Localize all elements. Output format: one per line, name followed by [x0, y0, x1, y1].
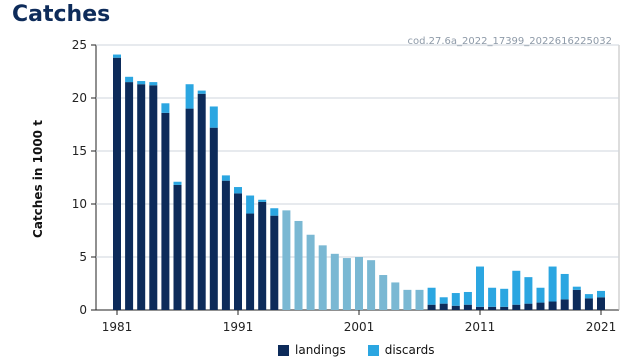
- bar-discards: [524, 277, 533, 304]
- bar-total: [379, 275, 388, 310]
- bar-total: [391, 282, 400, 310]
- bar-discards: [536, 287, 545, 303]
- bar-discards: [451, 293, 460, 306]
- bar-landings: [258, 201, 267, 310]
- bar-total: [318, 245, 327, 310]
- bar-landings: [270, 215, 279, 310]
- bar-total: [330, 253, 339, 310]
- bar-discards: [125, 76, 134, 83]
- bar-landings: [149, 85, 158, 310]
- bar-landings: [173, 184, 182, 310]
- bar-landings: [113, 57, 121, 310]
- x-tick-label: 2021: [586, 320, 617, 334]
- bar-landings: [463, 304, 472, 310]
- bar-discards: [560, 273, 569, 300]
- legend-swatch-landings: [278, 344, 289, 356]
- bar-landings: [572, 289, 581, 310]
- chart-code: cod.27.6a_2022_17399_2022616225032: [407, 36, 612, 47]
- bar-landings: [597, 297, 605, 310]
- bar-landings: [488, 306, 497, 310]
- bar-landings: [560, 299, 569, 310]
- bar-landings: [536, 302, 545, 310]
- bar-discards: [270, 208, 279, 216]
- bar-landings: [197, 93, 206, 310]
- bar-discards: [584, 294, 593, 299]
- bar-landings: [548, 301, 557, 310]
- legend-item-discards: discards: [367, 343, 435, 357]
- bar-landings: [524, 303, 533, 310]
- bar-landings: [427, 304, 436, 310]
- x-tick-label: 1981: [102, 320, 133, 334]
- bar-discards: [234, 187, 242, 194]
- bar-landings: [476, 306, 484, 310]
- bar-discards: [173, 181, 182, 185]
- bar-landings: [125, 82, 134, 310]
- bar-total: [282, 210, 291, 310]
- page-title: Catches: [12, 2, 111, 27]
- y-tick-label: 5: [79, 250, 87, 264]
- bar-landings: [246, 213, 255, 310]
- bar-landings: [439, 303, 448, 310]
- bar-discards: [548, 266, 557, 302]
- x-tick-label: 1991: [223, 320, 254, 334]
- bar-total: [415, 289, 424, 310]
- y-tick-label: 25: [72, 38, 87, 52]
- bar-discards: [221, 175, 230, 181]
- y-tick-label: 10: [72, 197, 87, 211]
- bar-landings: [185, 108, 194, 310]
- bar-discards: [488, 287, 497, 307]
- y-axis-label: Catches in 1000 t: [31, 120, 45, 238]
- bar-discards: [246, 195, 255, 214]
- bar-discards: [161, 103, 170, 113]
- bar-discards: [476, 266, 484, 307]
- bar-total: [355, 257, 363, 310]
- bar-total: [367, 260, 376, 310]
- legend-label-landings: landings: [295, 343, 346, 357]
- bar-total: [403, 289, 412, 310]
- legend-label-discards: discards: [384, 343, 435, 357]
- bar-discards: [439, 297, 448, 304]
- bar-total: [306, 234, 315, 310]
- legend-item-landings: landings: [278, 343, 346, 357]
- bar-discards: [185, 84, 194, 109]
- bar-discards: [572, 286, 581, 290]
- x-tick-label: 2001: [344, 320, 375, 334]
- bar-total: [342, 258, 351, 310]
- y-tick-label: 15: [72, 144, 87, 158]
- bar-landings: [500, 306, 509, 310]
- bar-discards: [149, 82, 158, 86]
- y-tick-label: 20: [72, 91, 87, 105]
- bar-landings: [137, 84, 146, 310]
- bar-discards: [209, 106, 218, 128]
- bar-landings: [584, 298, 593, 310]
- legend-swatch-discards: [367, 344, 379, 356]
- bar-discards: [427, 287, 436, 305]
- legend: landings discards: [278, 343, 448, 357]
- bars: [113, 54, 605, 311]
- bar-landings: [234, 193, 242, 310]
- bar-discards: [137, 81, 146, 85]
- bar-discards: [512, 270, 521, 305]
- bar-discards: [113, 54, 121, 58]
- y-tick-label: 0: [79, 303, 87, 317]
- bar-discards: [597, 290, 605, 298]
- bar-landings: [451, 305, 460, 310]
- bar-discards: [500, 288, 509, 307]
- bar-landings: [221, 180, 230, 310]
- y-ticks: 0 5 10 15 20 25: [72, 38, 96, 317]
- x-ticks: 1981 1991 2001 2011 2021: [102, 310, 617, 334]
- bar-discards: [463, 291, 472, 305]
- bar-landings: [209, 127, 218, 311]
- x-tick-label: 2011: [465, 320, 496, 334]
- bar-discards: [197, 90, 206, 94]
- bar-landings: [161, 112, 170, 310]
- bar-landings: [512, 304, 521, 310]
- bar-total: [294, 220, 303, 310]
- bar-discards: [258, 199, 267, 202]
